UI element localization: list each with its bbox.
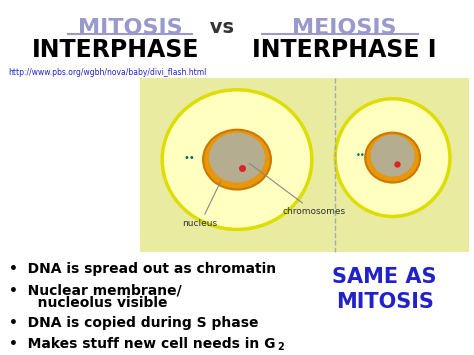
Text: nucleus: nucleus [182, 181, 221, 228]
Bar [335, 78, 469, 252]
Bar [140, 78, 335, 252]
Text: INTERPHASE: INTERPHASE [32, 38, 199, 62]
Text: MEIOSIS: MEIOSIS [292, 18, 397, 38]
Text: vs: vs [203, 18, 241, 37]
Text: chromosomes: chromosomes [249, 163, 346, 217]
Text: •  Makes stuff new cell needs in G: • Makes stuff new cell needs in G [9, 337, 275, 351]
Text: http://www.pbs.org/wgbh/nova/baby/divi_flash.html: http://www.pbs.org/wgbh/nova/baby/divi_f… [9, 68, 207, 77]
Text: INTERPHASE I: INTERPHASE I [253, 38, 437, 62]
Ellipse shape [203, 130, 271, 190]
Text: ••: •• [356, 151, 365, 160]
Text: •  DNA is copied during S phase: • DNA is copied during S phase [9, 316, 258, 330]
Text: SAME AS
MITOSIS: SAME AS MITOSIS [332, 267, 437, 312]
Text: ••: •• [183, 153, 195, 163]
Ellipse shape [335, 99, 450, 217]
Text: •  Nuclear membrane/: • Nuclear membrane/ [9, 283, 182, 297]
Ellipse shape [371, 135, 415, 176]
Ellipse shape [365, 133, 420, 182]
Text: •  DNA is spread out as chromatin: • DNA is spread out as chromatin [9, 262, 276, 276]
Text: 2: 2 [277, 342, 283, 352]
Text: nucleolus visible: nucleolus visible [23, 296, 167, 310]
Text: MITOSIS: MITOSIS [78, 18, 182, 38]
Ellipse shape [162, 90, 312, 229]
Ellipse shape [209, 133, 265, 182]
